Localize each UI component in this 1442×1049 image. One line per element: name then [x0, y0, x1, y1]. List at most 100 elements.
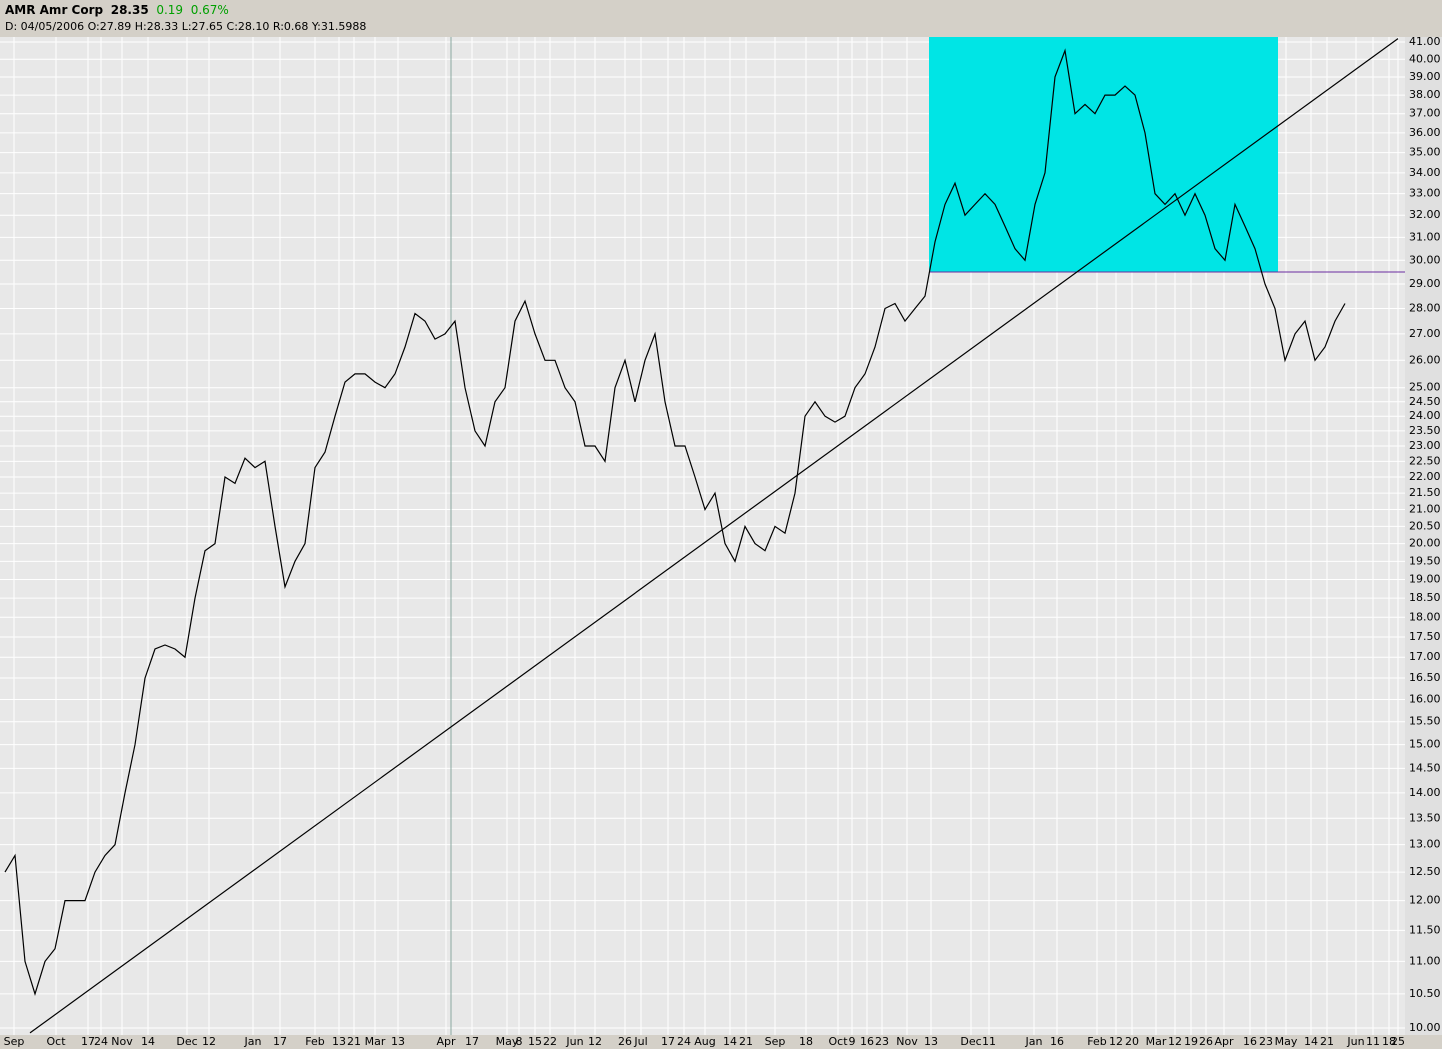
x-tick-label: Aug: [694, 1035, 715, 1048]
y-tick-label: 16.00: [1409, 693, 1441, 706]
y-tick-label: 18.50: [1409, 591, 1441, 604]
x-tick-label: 21: [347, 1035, 361, 1048]
x-tick-label: 19: [1184, 1035, 1198, 1048]
x-tick-label: 11: [982, 1035, 996, 1048]
x-tick-label: 17: [465, 1035, 479, 1048]
x-tick-label: 20: [1125, 1035, 1139, 1048]
x-tick-label: 23: [1259, 1035, 1273, 1048]
x-tick-label: 17: [661, 1035, 675, 1048]
x-tick-label: 21: [739, 1035, 753, 1048]
x-tick-label: 12: [1168, 1035, 1182, 1048]
x-tick-label: 16: [1243, 1035, 1257, 1048]
x-tick-label: Nov: [896, 1035, 918, 1048]
y-tick-label: 39.00: [1409, 70, 1441, 83]
x-tick-label: 14: [1304, 1035, 1318, 1048]
header: AMR Amr Corp 28.35 0.19 0.67% D: 04/05/2…: [0, 0, 1442, 36]
y-tick-label: 23.50: [1409, 424, 1441, 437]
y-tick-label: 14.50: [1409, 761, 1441, 774]
y-tick-label: 24.00: [1409, 409, 1441, 422]
last-price: 28.35: [110, 3, 149, 17]
y-tick-label: 13.00: [1409, 838, 1441, 851]
y-tick-label: 11.00: [1409, 954, 1441, 967]
y-tick-label: 20.50: [1409, 519, 1441, 532]
x-tick-label: 14: [723, 1035, 737, 1048]
y-tick-label: 10.00: [1409, 1021, 1441, 1034]
y-tick-label: 23.00: [1409, 439, 1441, 452]
y-tick-label: 13.50: [1409, 811, 1441, 824]
bar-info: D: 04/05/2006 O:27.89 H:28.33 L:27.65 C:…: [5, 20, 367, 33]
x-tick-label: 8: [516, 1035, 523, 1048]
y-tick-label: 22.00: [1409, 470, 1441, 483]
y-tick-label: 34.00: [1409, 166, 1441, 179]
x-tick-label: 18: [1382, 1035, 1396, 1048]
trendline: [29, 38, 1399, 1034]
y-tick-label: 16.50: [1409, 671, 1441, 684]
quote-line: AMR Amr Corp 28.35 0.19 0.67%: [5, 3, 229, 17]
x-tick-label: 21: [1320, 1035, 1334, 1048]
change-pct: 0.67%: [190, 3, 229, 17]
y-tick-label: 15.50: [1409, 715, 1441, 728]
x-tick-label: Mar: [365, 1035, 386, 1048]
y-tick-label: 19.00: [1409, 572, 1441, 585]
y-tick-label: 32.00: [1409, 208, 1441, 221]
x-tick-label: Nov: [111, 1035, 133, 1048]
y-tick-label: 26.00: [1409, 353, 1441, 366]
x-tick-label: 23: [875, 1035, 889, 1048]
x-tick-label: 18: [799, 1035, 813, 1048]
y-tick-label: 28.00: [1409, 302, 1441, 315]
y-tick-label: 21.50: [1409, 486, 1441, 499]
x-tick-label: Oct: [828, 1035, 848, 1048]
x-tick-label: 14: [141, 1035, 155, 1048]
y-tick-label: 11.50: [1409, 923, 1441, 936]
x-tick-label: 13: [332, 1035, 346, 1048]
x-tick-label: 15: [528, 1035, 542, 1048]
y-tick-label: 41.00: [1409, 35, 1441, 48]
x-tick-label: 13: [924, 1035, 938, 1048]
y-tick-label: 31.00: [1409, 230, 1441, 243]
x-tick-label: Jun: [1346, 1035, 1364, 1048]
x-tick-label: 17: [273, 1035, 287, 1048]
x-tick-label: Feb: [1087, 1035, 1106, 1048]
y-tick-label: 24.50: [1409, 395, 1441, 408]
y-tick-label: 40.00: [1409, 52, 1441, 65]
x-tick-label: 24: [94, 1035, 108, 1048]
x-tick-label: 24: [677, 1035, 691, 1048]
y-tick-label: 27.00: [1409, 327, 1441, 340]
price-line: [4, 48, 1346, 996]
x-tick-label: Sep: [765, 1035, 786, 1048]
change: 0.19: [156, 3, 184, 17]
x-tick-label: 26: [618, 1035, 632, 1048]
x-tick-label: 11: [1366, 1035, 1380, 1048]
x-tick-label: 16: [1050, 1035, 1064, 1048]
y-tick-label: 36.00: [1409, 126, 1441, 139]
x-tick-label: Apr: [436, 1035, 456, 1048]
y-tick-label: 25.00: [1409, 381, 1441, 394]
x-tick-label: Jan: [244, 1035, 262, 1048]
y-tick-label: 33.00: [1409, 187, 1441, 200]
y-tick-label: 35.00: [1409, 146, 1441, 159]
y-tick-label: 18.00: [1409, 610, 1441, 623]
y-tick-label: 37.00: [1409, 107, 1441, 120]
highlight-box: [929, 37, 1278, 273]
x-tick-label: 13: [391, 1035, 405, 1048]
y-tick-label: 12.00: [1409, 894, 1441, 907]
x-tick-label: Mar: [1146, 1035, 1167, 1048]
y-tick-label: 29.00: [1409, 277, 1441, 290]
y-tick-label: 12.50: [1409, 865, 1441, 878]
y-tick-label: 22.50: [1409, 454, 1441, 467]
y-tick-label: 19.50: [1409, 554, 1441, 567]
y-tick-label: 15.00: [1409, 738, 1441, 751]
y-tick-label: 20.00: [1409, 537, 1441, 550]
x-tick-label: Jan: [1025, 1035, 1043, 1048]
x-tick-label: May: [496, 1035, 519, 1048]
y-tick-label: 30.00: [1409, 253, 1441, 266]
x-tick-label: 12: [202, 1035, 216, 1048]
x-tick-label: Apr: [1214, 1035, 1234, 1048]
y-tick-label: 17.00: [1409, 650, 1441, 663]
y-tick-label: 10.50: [1409, 987, 1441, 1000]
x-tick-label: Jul: [633, 1035, 647, 1048]
x-tick-label: 9: [849, 1035, 856, 1048]
x-tick-label: 12: [588, 1035, 602, 1048]
